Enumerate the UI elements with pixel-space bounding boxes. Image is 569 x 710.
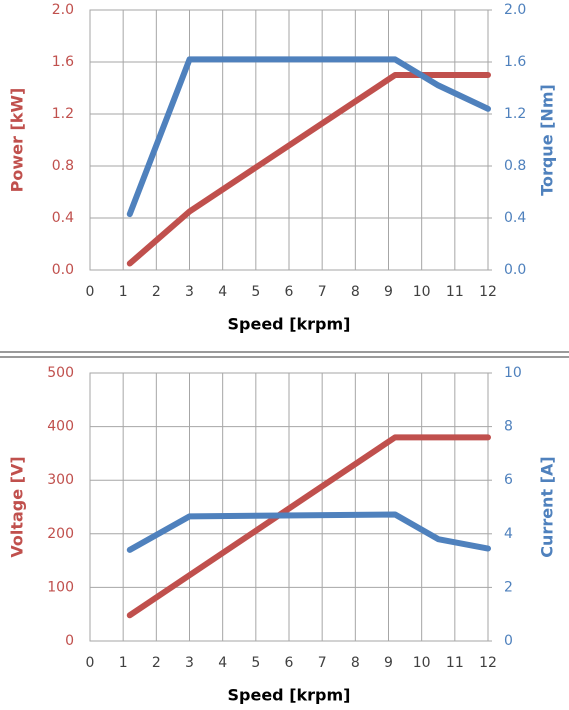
y2-tick-label: 1.2: [504, 106, 526, 122]
y2-tick-label: 10: [504, 365, 522, 381]
x-tick-label: 11: [446, 655, 464, 671]
y2-tick-label: 6: [504, 472, 513, 488]
y2-tick-label: 2: [504, 579, 513, 595]
y2-tick-label: 0.8: [504, 158, 526, 174]
y2-axis-title: Torque [Nm]: [538, 84, 557, 196]
y-tick-label: 500: [47, 365, 74, 381]
x-tick-label: 4: [218, 655, 227, 671]
y-axis-title: Power [kW]: [8, 88, 27, 193]
series-line: [126, 56, 491, 218]
x-tick-label: 9: [384, 284, 393, 300]
y-tick-label: 0: [65, 633, 74, 649]
x-tick-label: 11: [446, 284, 464, 300]
x-tick-label: 12: [479, 284, 497, 300]
x-tick-label: 8: [351, 284, 360, 300]
x-axis-title: Speed [krpm]: [228, 315, 351, 334]
y-tick-label: 200: [47, 526, 74, 542]
y2-tick-label: 0: [504, 633, 513, 649]
y2-tick-label: 1.6: [504, 54, 526, 70]
y-tick-label: 1.6: [52, 54, 74, 70]
x-tick-label: 0: [86, 655, 95, 671]
x-tick-label: 5: [251, 655, 260, 671]
plot-frame: [89, 372, 489, 642]
x-tick-label: 7: [318, 655, 327, 671]
y-tick-label: 400: [47, 419, 74, 435]
x-tick-label: 12: [479, 655, 497, 671]
x-tick-label: 0: [86, 284, 95, 300]
y-axis-title: Voltage [V]: [8, 456, 27, 557]
x-tick-label: 9: [384, 655, 393, 671]
series-line: [126, 72, 491, 267]
x-tick-label: 5: [251, 284, 260, 300]
x-tick-label: 3: [185, 284, 194, 300]
y-tick-label: 300: [47, 472, 74, 488]
y-tick-label: 1.2: [52, 106, 74, 122]
y2-tick-label: 4: [504, 526, 513, 542]
x-axis-title: Speed [krpm]: [228, 686, 351, 705]
y2-tick-label: 8: [504, 419, 513, 435]
x-tick-label: 2: [152, 284, 161, 300]
x-tick-label: 7: [318, 284, 327, 300]
x-tick-label: 6: [285, 655, 294, 671]
y2-tick-label: 0.0: [504, 262, 526, 278]
y-tick-label: 0.0: [52, 262, 74, 278]
y-tick-label: 100: [47, 579, 74, 595]
y-tick-label: 2.0: [52, 2, 74, 18]
x-tick-label: 1: [119, 284, 128, 300]
x-tick-label: 3: [185, 655, 194, 671]
series-line: [126, 434, 491, 619]
y-tick-label: 0.4: [52, 210, 74, 226]
y2-tick-label: 2.0: [504, 2, 526, 18]
x-tick-label: 8: [351, 655, 360, 671]
y-tick-label: 0.8: [52, 158, 74, 174]
x-tick-label: 1: [119, 655, 128, 671]
plot-frame: [89, 9, 489, 271]
x-tick-label: 2: [152, 655, 161, 671]
x-tick-label: 4: [218, 284, 227, 300]
series-line: [126, 511, 491, 553]
y2-axis-title: Current [A]: [538, 456, 557, 557]
x-tick-label: 6: [285, 284, 294, 300]
x-tick-label: 10: [413, 284, 431, 300]
x-tick-label: 10: [413, 655, 431, 671]
y2-tick-label: 0.4: [504, 210, 526, 226]
